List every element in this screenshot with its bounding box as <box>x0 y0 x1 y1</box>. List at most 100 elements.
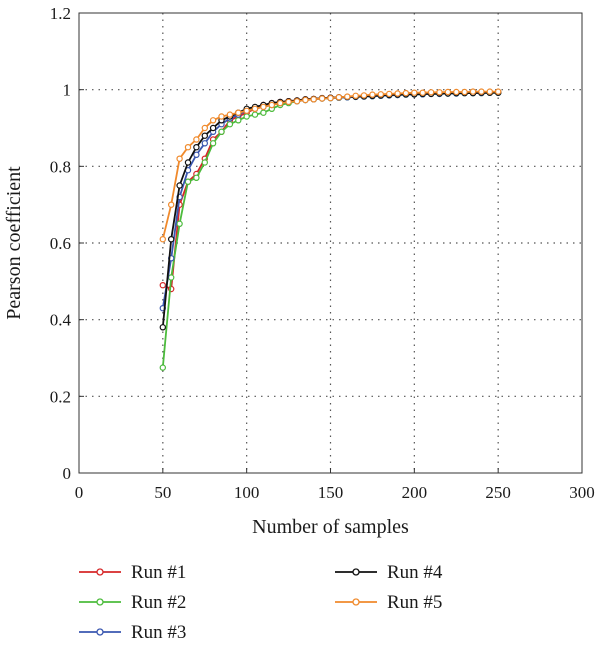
y-axis-title: Pearson coefficient <box>3 166 25 320</box>
data-point <box>159 364 166 371</box>
y-tick-label: 1.2 <box>50 4 71 23</box>
data-point <box>318 95 326 102</box>
data-point <box>469 88 477 95</box>
data-point <box>260 103 267 111</box>
data-point <box>495 88 502 95</box>
data-point <box>260 109 267 116</box>
legend-item: Run #4 <box>335 562 443 583</box>
data-point <box>167 201 175 208</box>
data-point <box>251 105 259 113</box>
data-point <box>184 143 192 151</box>
legend: Run #1 Run #2 Run #3 Run #4 Run #5 <box>79 562 443 643</box>
data-point <box>201 159 208 166</box>
data-point <box>293 97 301 105</box>
data-point <box>369 91 376 98</box>
x-tick-label: 150 <box>318 483 344 502</box>
data-point <box>235 117 242 124</box>
data-point <box>167 274 175 281</box>
legend-marker <box>352 568 360 576</box>
y-tick-label: 0.2 <box>50 387 71 406</box>
data-point <box>159 235 166 243</box>
legend-label: Run #2 <box>131 592 186 613</box>
data-point <box>176 155 183 162</box>
x-axis-title: Number of samples <box>252 516 409 538</box>
legend-marker <box>96 628 104 636</box>
legend-item: Run #5 <box>335 592 442 613</box>
data-point <box>268 101 275 109</box>
series-5 <box>159 88 502 243</box>
legend-label: Run #5 <box>387 592 442 613</box>
data-point <box>352 92 359 100</box>
data-point <box>235 109 242 116</box>
y-tick-label: 1 <box>63 81 72 100</box>
data-point <box>193 174 200 181</box>
data-point <box>226 120 234 128</box>
data-point <box>209 124 217 132</box>
data-point <box>360 92 368 99</box>
data-point <box>285 98 292 106</box>
x-tick-label: 100 <box>234 483 260 502</box>
legend-label: Run #3 <box>131 622 186 643</box>
data-point <box>193 151 200 158</box>
legend-label: Run #4 <box>387 562 443 583</box>
data-point <box>402 89 410 97</box>
data-point <box>478 88 485 95</box>
axis-ticks: 0 50 100 150 200 250 300 0 0.2 0.4 0.6 0.8 1 1.2 <box>50 4 595 502</box>
data-point <box>277 99 284 107</box>
data-point <box>201 132 208 139</box>
data-point <box>486 88 493 95</box>
data-point <box>193 143 200 151</box>
x-tick-label: 200 <box>402 483 428 502</box>
data-point <box>184 159 192 166</box>
data-point <box>302 96 309 104</box>
legend-item: Run #1 <box>79 562 186 583</box>
data-point <box>386 90 393 98</box>
legend-item: Run #2 <box>79 592 186 613</box>
data-point <box>243 107 250 115</box>
x-tick-label: 0 <box>75 483 84 502</box>
data-point <box>344 93 351 100</box>
data-point <box>218 113 225 120</box>
data-point <box>201 140 208 147</box>
legend-marker <box>96 598 104 606</box>
data-point <box>159 282 166 289</box>
y-tick-label: 0 <box>63 464 72 483</box>
data-point <box>226 111 234 118</box>
data-point <box>310 96 317 103</box>
legend-label: Run #1 <box>131 562 186 583</box>
data-point <box>444 88 452 96</box>
legend-marker <box>96 568 104 576</box>
data-point <box>167 235 175 243</box>
data-point <box>411 89 418 96</box>
data-point <box>251 111 259 118</box>
legend-marker <box>352 598 360 606</box>
data-point <box>176 220 183 227</box>
data-point <box>453 88 460 96</box>
data-point <box>461 88 468 96</box>
data-point <box>419 89 426 96</box>
data-point <box>427 89 435 96</box>
y-tick-label: 0.8 <box>50 157 71 176</box>
data-point <box>201 124 208 132</box>
data-point <box>327 94 334 102</box>
y-tick-label: 0.6 <box>50 234 71 253</box>
data-point <box>193 136 200 143</box>
data-point <box>184 178 192 185</box>
data-point <box>159 324 166 331</box>
data-point <box>218 128 225 135</box>
data-point <box>436 89 443 96</box>
data-point <box>176 182 183 189</box>
series-layer <box>159 88 502 371</box>
data-point <box>335 94 343 101</box>
data-point <box>377 91 384 98</box>
data-point <box>209 117 217 124</box>
y-tick-label: 0.4 <box>50 311 72 330</box>
legend-item: Run #3 <box>79 622 186 643</box>
x-tick-label: 50 <box>154 483 171 502</box>
x-tick-label: 250 <box>485 483 511 502</box>
data-point <box>394 90 401 97</box>
x-tick-label: 300 <box>569 483 595 502</box>
data-point <box>209 140 217 147</box>
